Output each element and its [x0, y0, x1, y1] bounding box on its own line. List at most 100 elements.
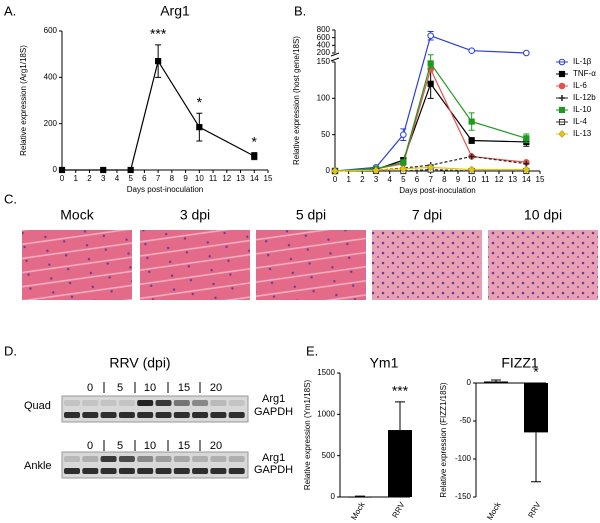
blot-row-label: Ankle	[24, 460, 52, 472]
x-tick-label: 13	[508, 175, 517, 184]
y-tick-label: 400	[44, 72, 58, 81]
marker	[522, 165, 531, 174]
panel-label: A.	[4, 3, 16, 18]
blot-band	[210, 456, 227, 462]
blot-band	[118, 456, 135, 462]
lane-label: 0	[87, 440, 93, 452]
x-tick-label: 10	[195, 174, 204, 183]
annotation: *	[197, 94, 203, 110]
blot-band	[228, 400, 245, 406]
histology-label: 10 dpi	[524, 207, 562, 223]
panel-label: D.	[4, 343, 17, 358]
error-bar	[491, 379, 501, 382]
series-line	[335, 168, 527, 172]
x-tick-label: 9	[456, 175, 461, 184]
lane-label: 10	[144, 440, 156, 452]
blot-membrane	[61, 395, 249, 423]
y-tick-label: 500	[322, 451, 336, 460]
blot-band	[210, 468, 227, 474]
histology-label: 3 dpi	[180, 207, 210, 223]
y-tick-label: 1500	[317, 368, 335, 377]
marker	[468, 137, 475, 144]
blot-band	[173, 412, 190, 418]
blot-band	[137, 400, 154, 406]
marker	[399, 164, 408, 173]
y-tick-label: 800	[317, 25, 331, 34]
blot-title: RRV (dpi)	[109, 355, 170, 371]
x-tick-label: 12	[222, 174, 231, 183]
blot-row-label: Quad	[24, 400, 51, 412]
series-line	[334, 166, 527, 172]
blot-band	[64, 400, 80, 406]
marker	[196, 124, 203, 131]
marker	[523, 135, 530, 142]
marker	[468, 153, 475, 160]
y-tick-label: 400	[317, 40, 331, 49]
blot-band	[82, 412, 99, 418]
y-tick-label: 0	[53, 165, 58, 174]
y-tick-label: 600	[317, 33, 331, 42]
annotation: *	[252, 133, 258, 149]
blot-band	[64, 456, 80, 462]
bar	[524, 383, 548, 433]
band-label: Arg1	[262, 452, 285, 464]
chart-title: FIZZ1	[501, 355, 539, 371]
marker	[427, 80, 434, 87]
histology-image	[488, 230, 598, 300]
series-line	[62, 59, 255, 171]
histology-label: 5 dpi	[296, 207, 326, 223]
band-label: GAPDH	[254, 464, 293, 476]
marker	[127, 166, 134, 174]
x-tick-label: 4	[387, 175, 392, 184]
series-line	[334, 155, 527, 172]
marker	[523, 49, 530, 57]
x-tick-label: 9	[183, 174, 188, 183]
series-line	[334, 34, 527, 172]
legend-label: TNF-α	[573, 69, 596, 78]
legend-label: IL-6	[573, 81, 587, 90]
lane-label: 5	[117, 440, 123, 452]
y-axis-label: Relative expression (Ym1/18S)	[303, 380, 312, 491]
blot-band	[64, 412, 80, 418]
histology-label: 7 dpi	[412, 207, 442, 223]
marker	[468, 118, 475, 125]
x-tick-label: 5	[128, 174, 133, 183]
marker	[400, 159, 407, 166]
blot-membrane	[61, 451, 249, 479]
blot-band	[64, 468, 80, 474]
blot-band	[118, 400, 135, 406]
marker	[426, 163, 435, 172]
blot-band	[228, 468, 245, 474]
blot-band	[155, 412, 172, 418]
x-tick-label: 3	[101, 174, 106, 183]
blot-band	[228, 456, 245, 462]
blot-band	[82, 456, 99, 462]
histology-image	[22, 230, 132, 300]
series-line	[334, 82, 527, 172]
blot-band	[210, 412, 227, 418]
marker	[331, 167, 339, 175]
x-tick-label: 15	[264, 174, 273, 183]
legend-label: IL-1β	[573, 57, 592, 66]
y-tick-label: -50	[459, 416, 471, 425]
histology-image	[372, 230, 482, 300]
bar	[388, 430, 412, 497]
y-tick-label: 150	[317, 57, 331, 66]
error-bar	[531, 432, 541, 483]
band-label: Arg1	[262, 393, 285, 405]
marker	[100, 166, 107, 174]
panel-label: C.	[4, 191, 17, 206]
blot-band	[192, 412, 209, 418]
y-tick-label: 0	[331, 492, 336, 501]
bar	[348, 496, 372, 498]
blot-band	[210, 400, 227, 406]
histology-image	[256, 230, 366, 300]
blot-band	[192, 400, 209, 406]
blot-band	[137, 456, 154, 462]
y-tick-label: 1000	[317, 409, 335, 418]
legend-label: IL-13	[573, 129, 592, 138]
histology-label: Mock	[60, 207, 94, 223]
y-axis-label: Relative expression (FIZZ1/18S)	[439, 382, 448, 497]
blot-band	[100, 456, 117, 462]
y-axis-label: Relative expression (Arg1/18S)	[19, 45, 28, 156]
